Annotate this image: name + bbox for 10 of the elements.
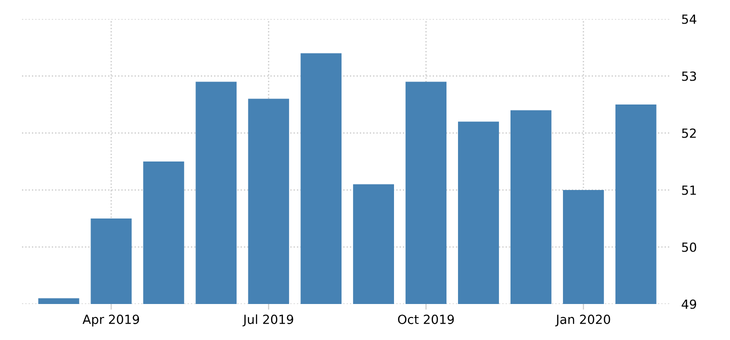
x-tick-label: Oct 2019 [398,314,454,324]
y-tick-label: 54 [682,14,696,24]
y-tick-label: 53 [682,71,696,81]
y-tick-label: 52 [682,128,696,138]
y-tick-label: 50 [682,242,696,252]
y-tick-label: 49 [682,299,696,309]
x-tick-label: Apr 2019 [82,314,140,327]
y-tick-label: 51 [682,186,696,195]
x-tick-label: Jul 2019 [242,314,294,326]
x-tick-label: Jan 2020 [555,314,610,326]
